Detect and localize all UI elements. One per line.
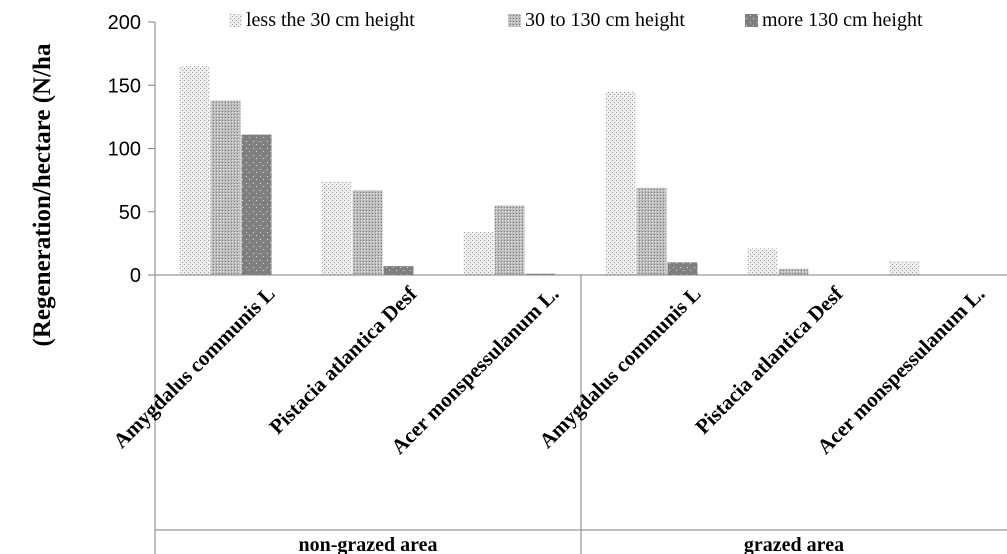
category-label: Acer monspessulanum L. [812,282,989,459]
category-axis-frame [155,274,1007,554]
bar-less-the-30-cm-height-6 [889,261,920,275]
y-tick-label: 100 [108,139,141,161]
y-tick-label: 0 [130,265,141,287]
category-label: Pistacia atlantica Desf [690,281,848,439]
bar-less-the-30-cm-height-5 [747,248,778,275]
bar-more-130-cm-height-3 [525,273,556,275]
bar-less-the-30-cm-height-4 [605,91,636,275]
bar-30-to-130-cm-height-2 [352,190,383,275]
y-tick-label: 150 [108,75,141,97]
category-label: Amygdalus communis L [534,282,705,453]
bar-less-the-30-cm-height-1 [179,66,210,276]
y-axis: 0 50 100 150 200 [108,12,156,554]
legend: less the 30 cm height 30 to 130 cm height… [229,9,923,31]
bar-30-to-130-cm-height-3 [494,205,525,275]
legend-swatch [229,14,242,27]
group-label: non-grazed area [298,534,437,554]
bar-more-130-cm-height-2 [383,266,414,275]
bar-more-130-cm-height-4 [667,262,698,275]
legend-swatch [508,14,521,27]
bar-more-130-cm-height-1 [241,134,272,275]
bar-30-to-130-cm-height-5 [778,268,809,275]
legend-label: more 130 cm height [762,9,923,31]
legend-label: 30 to 130 cm height [525,9,685,31]
bar-less-the-30-cm-height-3 [463,231,494,275]
bar-30-to-130-cm-height-4 [636,187,667,275]
category-label: Pistacia atlantica Desf [264,281,422,439]
y-tick-label: 200 [108,12,141,34]
legend-label: less the 30 cm height [246,9,415,31]
bar-30-to-130-cm-height-1 [210,100,241,276]
group-label: grazed area [744,534,844,554]
bar-less-the-30-cm-height-2 [321,181,352,275]
category-label: Amygdalus communis L [108,282,279,453]
bars [179,66,920,276]
y-axis-label: (Regeneration/hectare (N/ha [29,43,56,346]
group-labels: non-grazed area grazed area [298,534,844,554]
legend-swatch [745,14,758,27]
y-tick-label: 50 [119,202,141,224]
